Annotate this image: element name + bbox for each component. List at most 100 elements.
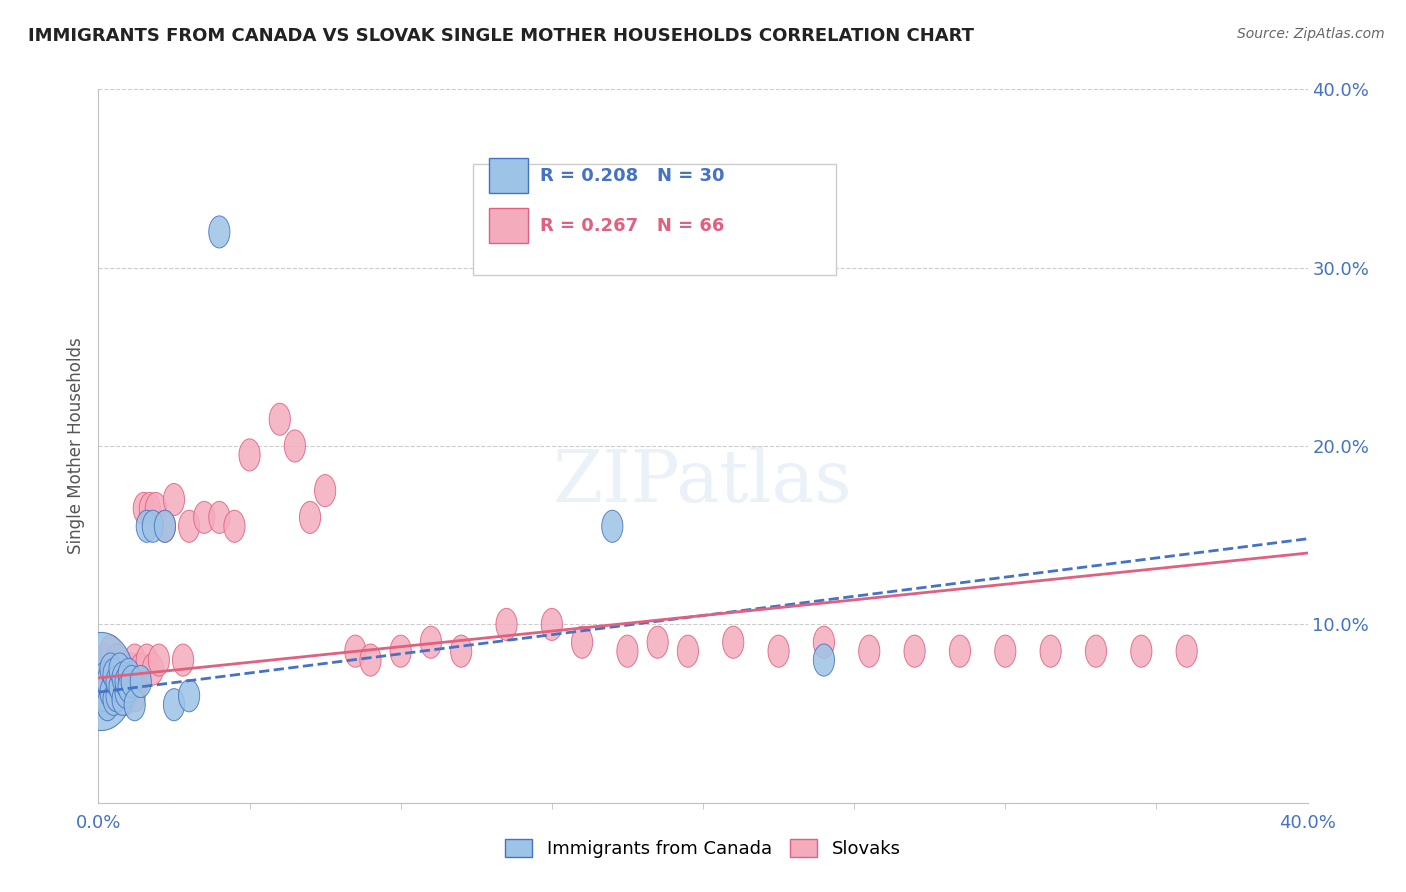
Ellipse shape [112,683,134,715]
Ellipse shape [541,608,562,640]
Ellipse shape [496,608,517,640]
Ellipse shape [163,689,184,721]
Ellipse shape [194,501,215,533]
Ellipse shape [179,510,200,542]
Text: Source: ZipAtlas.com: Source: ZipAtlas.com [1237,27,1385,41]
Ellipse shape [97,689,118,721]
Ellipse shape [813,644,835,676]
Ellipse shape [179,680,200,712]
Ellipse shape [110,653,131,685]
Ellipse shape [723,626,744,658]
Ellipse shape [118,676,139,708]
Ellipse shape [131,665,152,698]
Ellipse shape [344,635,366,667]
Ellipse shape [813,626,835,658]
Ellipse shape [142,510,163,542]
FancyBboxPatch shape [489,209,527,243]
Ellipse shape [94,680,115,712]
Ellipse shape [163,483,184,516]
Text: ZIPatlas: ZIPatlas [553,446,853,517]
Text: IMMIGRANTS FROM CANADA VS SLOVAK SINGLE MOTHER HOUSEHOLDS CORRELATION CHART: IMMIGRANTS FROM CANADA VS SLOVAK SINGLE … [28,27,974,45]
Ellipse shape [949,635,970,667]
Ellipse shape [904,635,925,667]
Ellipse shape [110,671,131,703]
Ellipse shape [208,216,231,248]
Ellipse shape [118,665,139,698]
Ellipse shape [131,653,152,685]
Ellipse shape [105,680,127,712]
Ellipse shape [145,492,166,524]
Ellipse shape [118,671,139,703]
Ellipse shape [105,665,127,698]
Ellipse shape [1085,635,1107,667]
Ellipse shape [155,510,176,542]
Ellipse shape [768,635,789,667]
Ellipse shape [299,501,321,533]
Ellipse shape [110,658,131,690]
Ellipse shape [124,680,145,712]
Ellipse shape [115,662,136,694]
Ellipse shape [647,626,668,658]
Ellipse shape [94,644,115,676]
Ellipse shape [91,671,112,703]
Ellipse shape [208,501,231,533]
Ellipse shape [100,653,121,685]
Ellipse shape [103,653,124,685]
Ellipse shape [100,676,121,708]
Ellipse shape [91,653,112,685]
Ellipse shape [284,430,305,462]
Ellipse shape [103,658,124,690]
Ellipse shape [97,665,118,698]
Ellipse shape [360,644,381,676]
Ellipse shape [602,510,623,542]
Ellipse shape [269,403,291,435]
Ellipse shape [124,689,145,721]
Ellipse shape [105,665,127,698]
Ellipse shape [112,676,134,708]
Ellipse shape [115,676,136,708]
Ellipse shape [389,635,412,667]
Ellipse shape [118,658,139,690]
FancyBboxPatch shape [474,164,837,275]
Ellipse shape [224,510,245,542]
Ellipse shape [1175,635,1198,667]
Ellipse shape [124,644,145,676]
Ellipse shape [121,665,142,698]
Ellipse shape [100,635,121,667]
Legend: Immigrants from Canada, Slovaks: Immigrants from Canada, Slovaks [498,831,908,865]
Ellipse shape [97,653,118,685]
Ellipse shape [103,683,124,715]
FancyBboxPatch shape [489,159,527,193]
Ellipse shape [103,680,124,712]
Ellipse shape [136,644,157,676]
Ellipse shape [94,662,115,694]
Ellipse shape [450,635,472,667]
Text: R = 0.267   N = 66: R = 0.267 N = 66 [540,218,724,235]
Ellipse shape [173,644,194,676]
Ellipse shape [1130,635,1152,667]
Ellipse shape [239,439,260,471]
Ellipse shape [139,492,160,524]
Ellipse shape [142,653,163,685]
Ellipse shape [571,626,593,658]
Ellipse shape [112,653,134,685]
Ellipse shape [994,635,1017,667]
Ellipse shape [420,626,441,658]
Ellipse shape [121,653,142,685]
Ellipse shape [94,680,115,712]
Ellipse shape [112,662,134,694]
Ellipse shape [115,665,136,698]
Ellipse shape [91,671,112,703]
Ellipse shape [134,492,155,524]
Ellipse shape [136,510,157,542]
Ellipse shape [100,671,121,703]
Ellipse shape [315,475,336,507]
Y-axis label: Single Mother Households: Single Mother Households [66,338,84,554]
Ellipse shape [859,635,880,667]
Ellipse shape [678,635,699,667]
Ellipse shape [617,635,638,667]
Ellipse shape [105,644,127,676]
Ellipse shape [1040,635,1062,667]
Ellipse shape [110,683,131,715]
Ellipse shape [121,671,142,703]
